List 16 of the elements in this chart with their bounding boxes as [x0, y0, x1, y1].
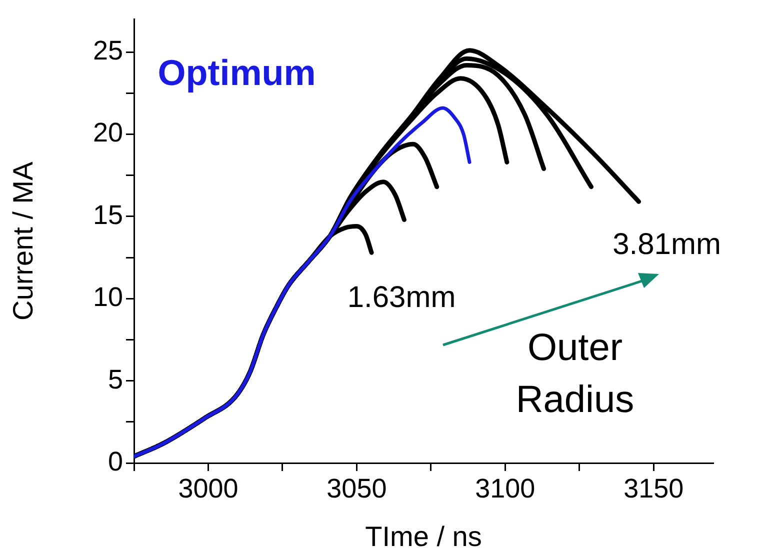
x-tick-label: 3000 [178, 474, 238, 504]
x-tick-label: 3100 [475, 474, 536, 504]
x-tick-label: 3150 [624, 474, 684, 504]
x-tick-label: 3050 [326, 474, 387, 504]
y-tick-label: 0 [108, 446, 123, 476]
y-tick-label: 25 [92, 36, 123, 66]
y-tick-label: 20 [92, 118, 123, 148]
y-axis-title: Current / MA [8, 161, 39, 320]
series-label: 1.63mm [347, 280, 456, 314]
y-tick-label: 15 [92, 200, 123, 230]
series-label: 3.81mm [612, 228, 721, 261]
y-tick-label: 5 [108, 364, 123, 394]
annotation: Outer Radius [514, 326, 636, 423]
text: Optimum [158, 52, 316, 93]
y-tick-label: 10 [92, 282, 123, 312]
x-axis-title: TIme / ns [365, 520, 482, 552]
